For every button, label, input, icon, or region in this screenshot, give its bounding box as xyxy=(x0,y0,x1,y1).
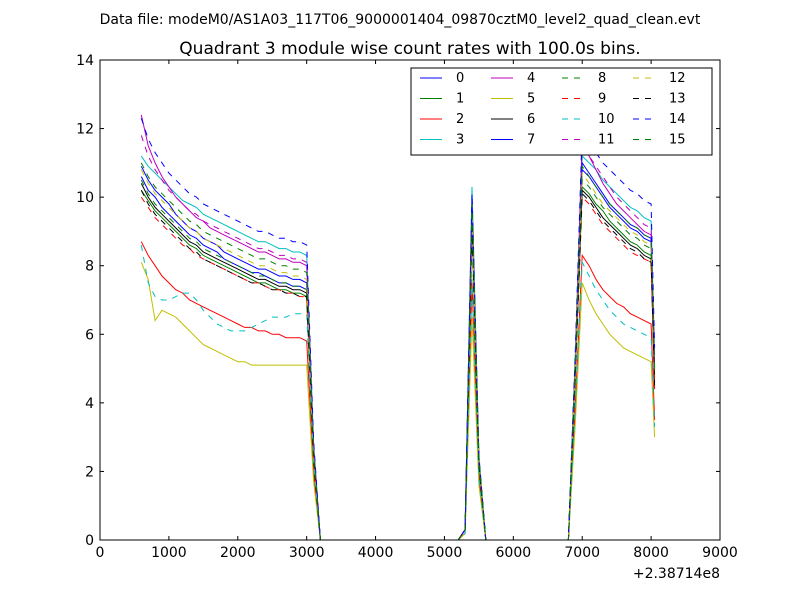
x-tick-label: 5000 xyxy=(427,545,463,561)
legend-label-2: 2 xyxy=(456,112,464,127)
legend-label-6: 6 xyxy=(527,112,535,127)
series-line-12 xyxy=(140,169,656,541)
plot-area: 0 1000 2000 3000 4000 5000 6000 7000 8000 9000 0 2… xyxy=(76,53,738,561)
x-tick-label: 3000 xyxy=(289,545,325,561)
y-tick-label: 14 xyxy=(76,53,94,69)
figure-suptitle: Data file: modeM0/AS1A03_117T06_90000014… xyxy=(100,12,701,28)
legend-label-1: 1 xyxy=(456,92,464,107)
legend-label-5: 5 xyxy=(527,92,535,107)
x-tick-label: 0 xyxy=(96,545,105,561)
x-tick-label: 4000 xyxy=(358,545,394,561)
y-tick-label: 12 xyxy=(76,122,94,138)
series-layer xyxy=(140,114,656,541)
x-tick-label: 8000 xyxy=(633,545,669,561)
legend-label-7: 7 xyxy=(527,133,535,148)
series-line-4 xyxy=(140,114,656,541)
legend-label-9: 9 xyxy=(598,92,606,107)
x-tick-label: 1000 xyxy=(151,545,187,561)
y-tick-label: 4 xyxy=(85,396,94,412)
y-tick-label: 6 xyxy=(85,327,94,343)
legend-label-11: 11 xyxy=(598,133,615,148)
y-tick-label: 8 xyxy=(85,259,94,275)
x-axis-offset-label: +2.38714e8 xyxy=(633,566,720,582)
legend-label-14: 14 xyxy=(669,112,686,127)
y-tick-label: 0 xyxy=(85,533,94,549)
legend-label-12: 12 xyxy=(669,71,686,86)
legend-frame xyxy=(410,67,713,156)
x-tick-label: 9000 xyxy=(702,545,738,561)
x-axis-ticks: 0 1000 2000 3000 4000 5000 6000 7000 8000 9000 xyxy=(96,60,738,561)
legend-label-13: 13 xyxy=(669,92,686,107)
legend-label-10: 10 xyxy=(598,112,615,127)
series-line-11 xyxy=(140,135,656,541)
legend-label-15: 15 xyxy=(669,133,686,148)
y-tick-label: 2 xyxy=(85,464,94,480)
legend-label-4: 4 xyxy=(527,71,535,86)
y-tick-label: 10 xyxy=(76,190,94,206)
chart-title: Quadrant 3 module wise count rates with … xyxy=(179,39,640,59)
x-tick-label: 2000 xyxy=(220,545,256,561)
series-line-8 xyxy=(140,178,656,541)
legend-label-0: 0 xyxy=(456,71,464,86)
x-tick-label: 6000 xyxy=(496,545,532,561)
series-line-14 xyxy=(140,118,656,541)
axes-frame xyxy=(99,59,721,541)
legend-label-3: 3 xyxy=(456,133,464,148)
legend-label-8: 8 xyxy=(598,71,606,86)
x-tick-label: 7000 xyxy=(564,545,600,561)
